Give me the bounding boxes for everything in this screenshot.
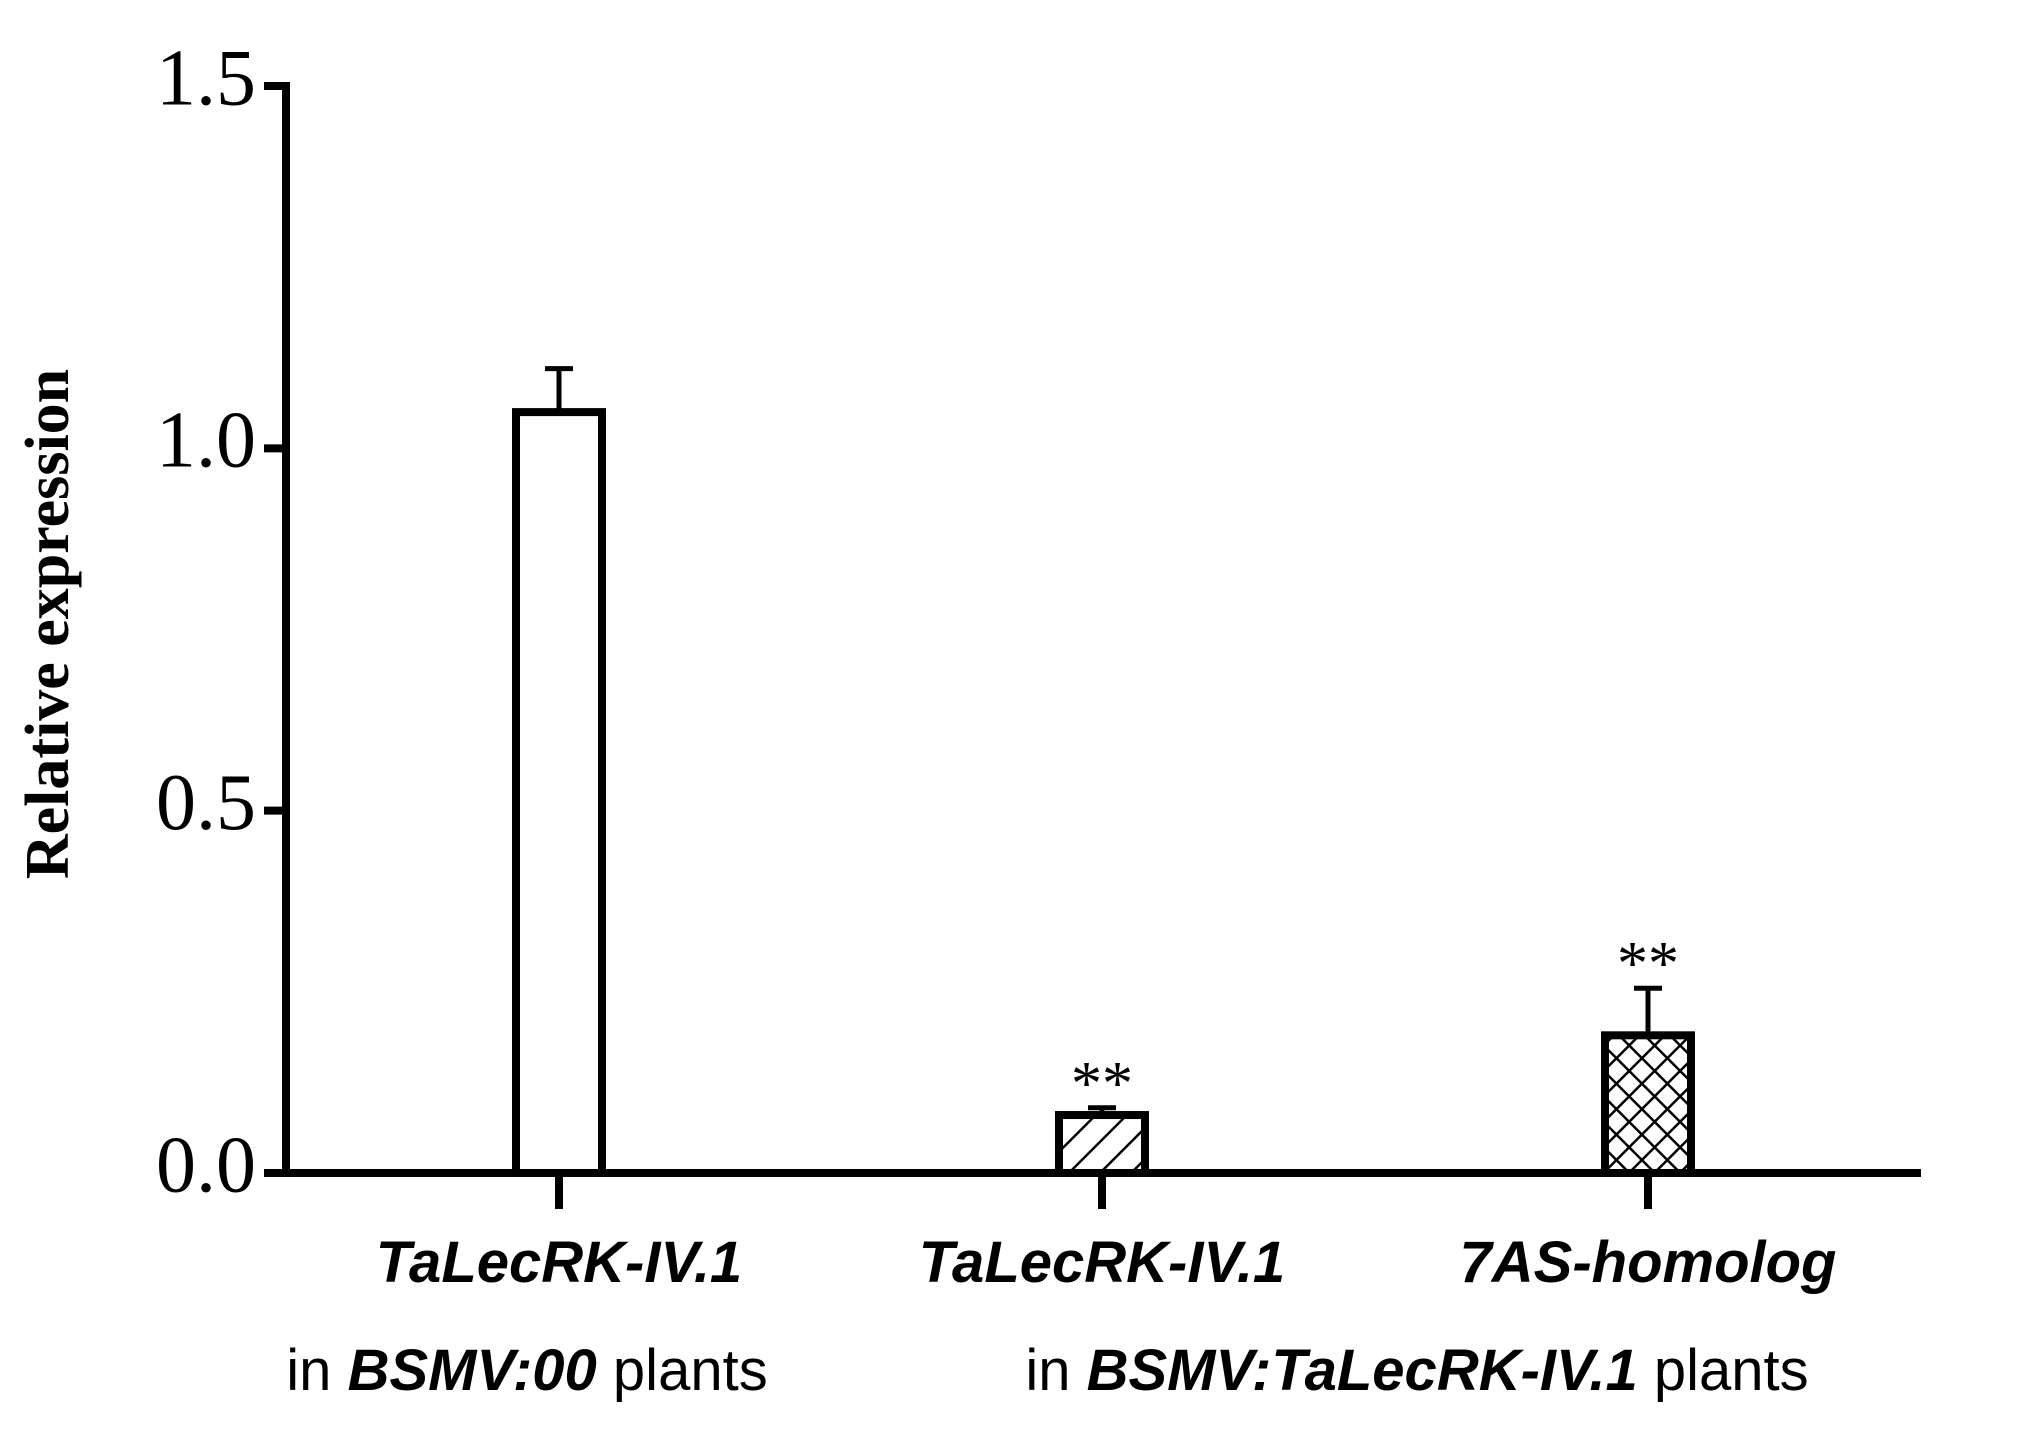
group-label-part: in xyxy=(1025,1338,1086,1403)
significance-label: ** xyxy=(1617,930,1679,998)
x-tick-label: TaLecRK-IV.1 xyxy=(919,1230,1285,1295)
bar xyxy=(1055,1111,1149,1177)
y-tick-label: 0.0 xyxy=(156,1121,256,1209)
significance-label: ** xyxy=(1071,1050,1133,1118)
x-tick-label: TaLecRK-IV.1 xyxy=(376,1230,742,1295)
bar xyxy=(512,408,606,1178)
y-tick-label: 0.5 xyxy=(156,759,256,847)
group-label: in BSMV:TaLecRK-IV.1 plants xyxy=(1025,1338,1808,1403)
bar xyxy=(1601,1031,1695,1178)
group-label-part: plants xyxy=(1638,1338,1809,1403)
y-axis-label: Relative expression xyxy=(14,369,82,879)
group-label-part: in xyxy=(286,1338,347,1403)
y-tick-label: 1.5 xyxy=(156,34,256,122)
y-tick-label: 1.0 xyxy=(156,397,256,485)
group-label-part: plants xyxy=(597,1338,768,1403)
x-tick-label: 7AS-homolog xyxy=(1460,1230,1837,1295)
group-label: in BSMV:00 plants xyxy=(286,1338,767,1403)
group-label-part: BSMV:TaLecRK-IV.1 xyxy=(1087,1338,1638,1403)
group-label-part: BSMV:00 xyxy=(348,1338,597,1403)
